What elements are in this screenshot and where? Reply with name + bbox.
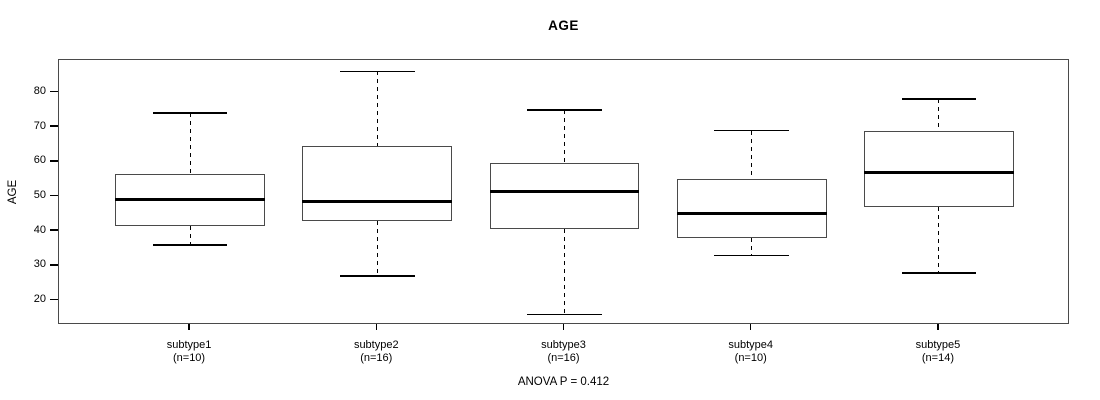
- lower-whisker-line: [751, 238, 753, 256]
- median-line: [489, 189, 640, 193]
- x-category-label: subtype1 (n=10): [99, 339, 279, 365]
- x-category-count: (n=16): [360, 352, 393, 364]
- lower-whisker-line: [564, 229, 565, 315]
- lower-whisker-line: [938, 206, 940, 273]
- lower-whisker-cap: [152, 244, 228, 246]
- x-axis-tick: [749, 324, 752, 330]
- x-category-label: subtype4 (n=10): [661, 339, 841, 365]
- median-line: [302, 200, 453, 204]
- upper-whisker-line: [938, 99, 940, 131]
- y-axis-tick: [50, 264, 58, 266]
- y-axis-tick: [50, 125, 58, 127]
- iqr-box: [676, 179, 827, 239]
- y-axis-tick: [50, 90, 58, 93]
- lower-whisker-cap: [527, 313, 602, 316]
- x-category-label: subtype2 (n=16): [286, 339, 466, 365]
- upper-whisker-cap: [901, 98, 977, 101]
- y-axis-tick: [50, 160, 58, 162]
- x-axis-tick: [937, 324, 939, 330]
- x-category-count: (n=10): [172, 352, 206, 364]
- y-axis-tick-label: 80: [33, 84, 46, 97]
- median-line: [115, 198, 265, 202]
- x-axis-tick: [188, 324, 190, 330]
- x-category-label: subtype3 (n=16): [474, 339, 654, 365]
- y-axis-tick-label: 70: [33, 119, 46, 132]
- x-axis-tick: [562, 324, 565, 330]
- median-line: [676, 212, 827, 216]
- anova-annotation: ANOVA P = 0.412: [517, 376, 610, 388]
- x-category-name: subtype2: [353, 339, 399, 351]
- upper-whisker-cap: [527, 108, 602, 111]
- x-category-count: (n=16): [547, 352, 580, 364]
- lower-whisker-line: [189, 226, 191, 246]
- lower-whisker-cap: [339, 275, 415, 278]
- x-category-count: (n=14): [921, 352, 954, 364]
- median-line: [864, 170, 1014, 174]
- y-axis-tick: [50, 229, 58, 231]
- x-category-name: subtype4: [728, 339, 774, 351]
- iqr-box: [302, 146, 453, 221]
- y-axis-tick-label: 60: [33, 154, 46, 167]
- lower-whisker-cap: [714, 254, 790, 257]
- upper-whisker-cap: [339, 70, 415, 73]
- x-category-name: subtype3: [541, 339, 586, 351]
- iqr-box: [489, 163, 640, 230]
- x-axis-tick: [375, 324, 378, 330]
- iqr-box: [864, 130, 1014, 207]
- y-axis-tick: [50, 194, 58, 197]
- upper-whisker-cap: [714, 129, 790, 132]
- upper-whisker-line: [376, 71, 378, 147]
- lower-whisker-line: [376, 220, 378, 277]
- y-axis-tick: [50, 298, 58, 301]
- plot-area: [58, 59, 1069, 324]
- y-axis-tick-label: 40: [33, 223, 46, 236]
- chart-title: AGE: [548, 18, 579, 33]
- x-category-count: (n=10): [734, 352, 767, 364]
- y-axis-tick-label: 20: [33, 293, 46, 306]
- upper-whisker-line: [564, 109, 565, 164]
- upper-whisker-line: [189, 113, 191, 174]
- upper-whisker-line: [751, 130, 753, 180]
- x-category-label: subtype5 (n=14): [848, 339, 1028, 365]
- lower-whisker-cap: [901, 272, 977, 274]
- x-category-name: subtype5: [915, 339, 961, 351]
- x-category-name: subtype1: [166, 339, 212, 351]
- upper-whisker-cap: [152, 112, 228, 115]
- y-axis-tick-label: 50: [33, 188, 46, 201]
- y-axis-tick-label: 30: [33, 258, 46, 271]
